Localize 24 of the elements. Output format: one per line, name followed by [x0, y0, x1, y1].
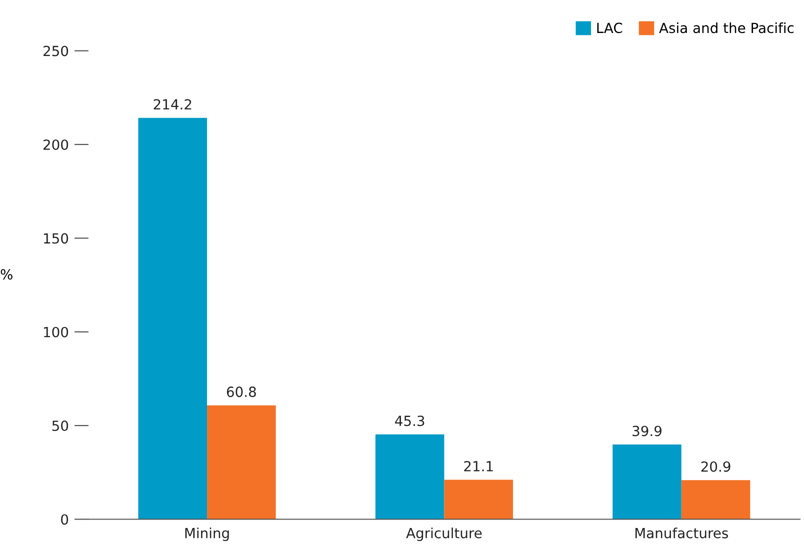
y-tick-label: 200 [44, 139, 68, 150]
x-tick-label: Mining [185, 528, 229, 542]
bar [444, 480, 513, 520]
bar [612, 444, 682, 520]
y-tick-label: 0 [61, 514, 68, 525]
legend-label: Asia and the Pacific [659, 22, 794, 34]
data-label: 39.9 [632, 426, 662, 436]
data-label: 214.2 [154, 99, 192, 110]
y-axis-title: % [0, 269, 12, 280]
y-tick-label: 100 [44, 326, 68, 338]
data-label: 21.1 [464, 460, 493, 472]
y-tick-label: 150 [44, 233, 68, 244]
x-tick-label: Agriculture [406, 528, 482, 542]
y-tick-label: 50 [52, 420, 68, 432]
data-label: 60.8 [226, 386, 256, 398]
legend-label: LAC [597, 22, 622, 34]
bar [681, 480, 750, 520]
x-tick-label: Manufactures [635, 528, 728, 538]
bar [207, 405, 276, 520]
bar [375, 434, 444, 520]
data-label: 45.3 [395, 416, 424, 426]
data-label: 20.9 [701, 461, 730, 472]
bar [138, 118, 208, 520]
y-tick-label: 250 [44, 46, 68, 56]
